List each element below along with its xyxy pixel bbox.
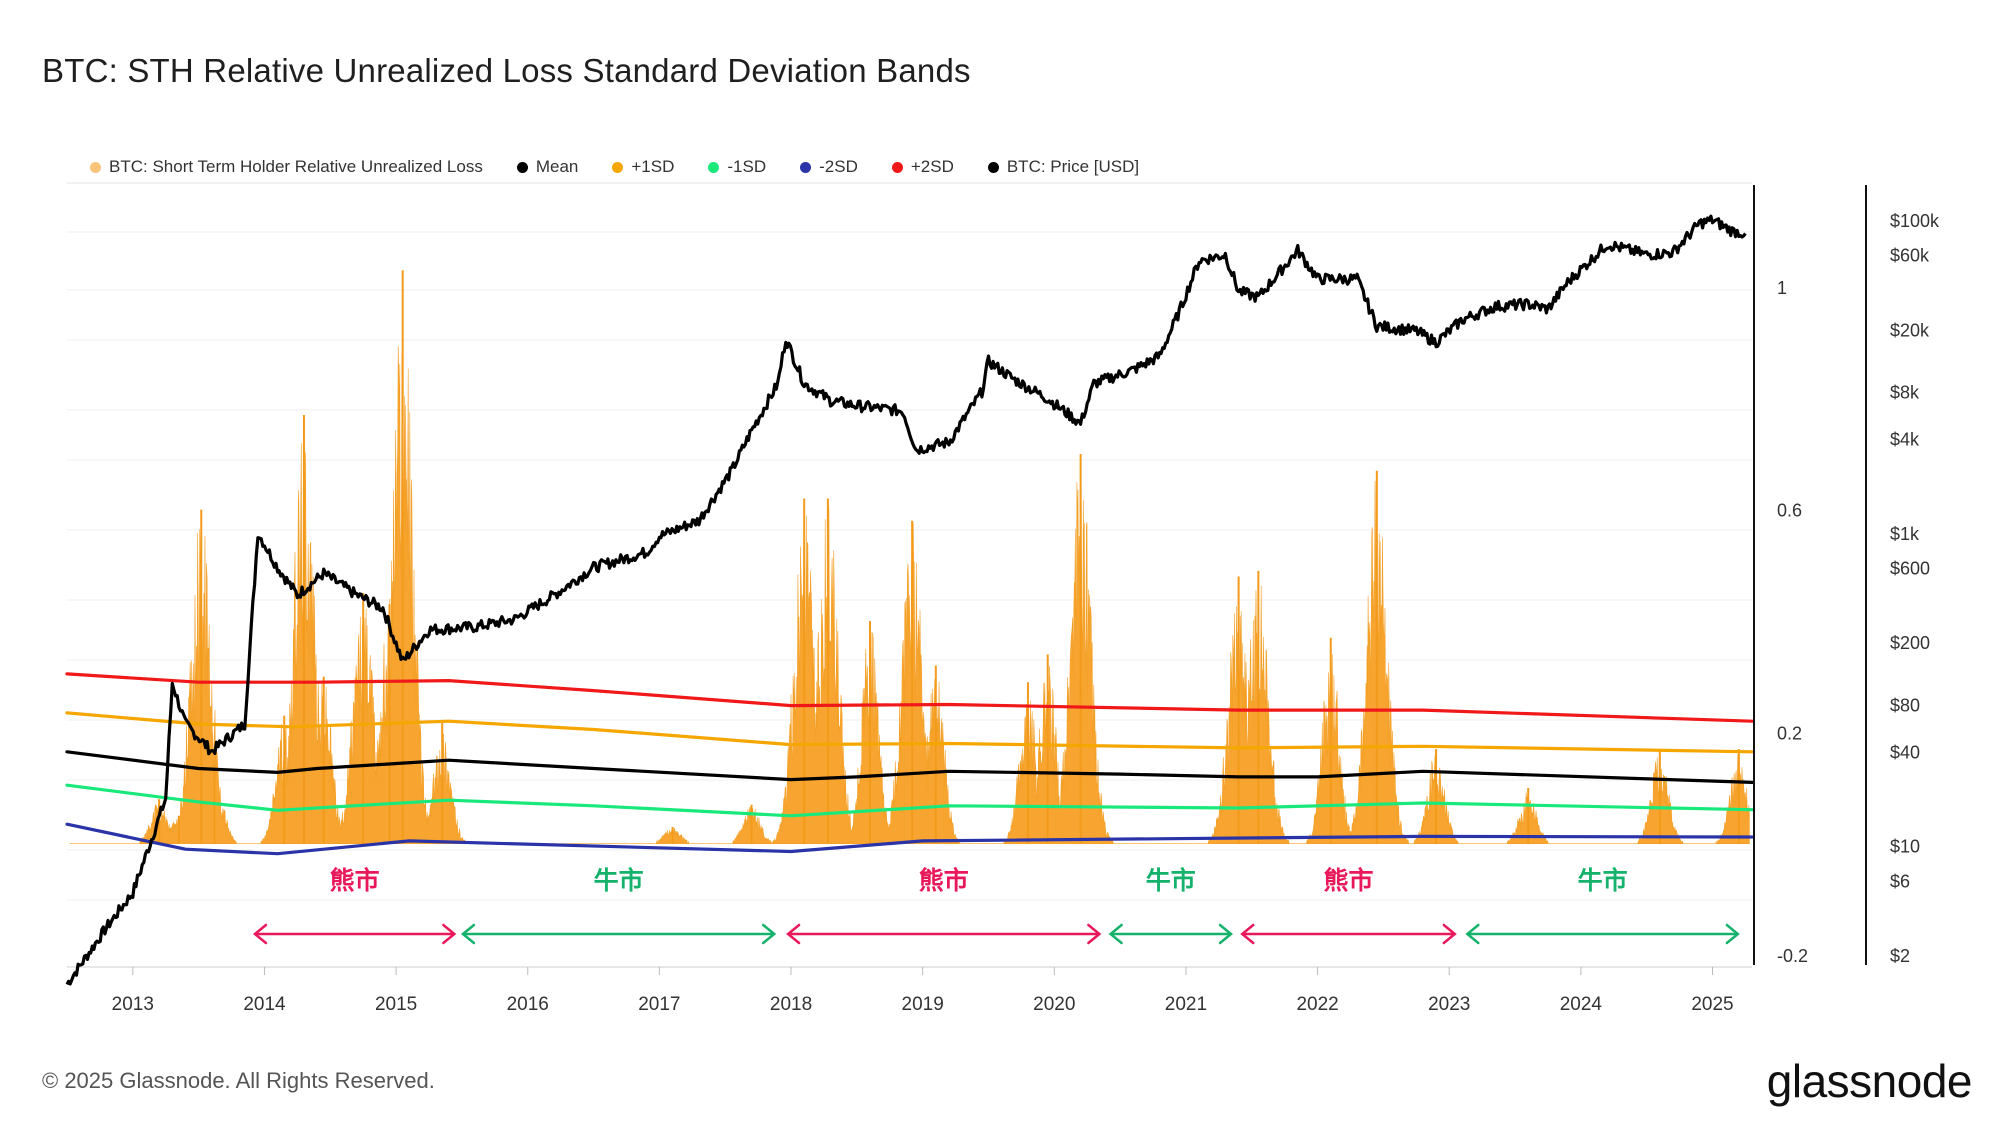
regime-label: 熊市 <box>330 866 380 895</box>
arrow-left-icon <box>786 923 801 945</box>
price-tick-label: $8k <box>1890 383 1920 403</box>
sd-bands <box>65 672 1754 856</box>
regime-annotation: 熊市 <box>1240 866 1457 945</box>
legend-item[interactable]: BTC: Short Term Holder Relative Unrealiz… <box>90 157 483 177</box>
price-tick-label: $6 <box>1890 871 1910 891</box>
year-tick-label: 2013 <box>112 994 154 1015</box>
year-tick-label: 2015 <box>375 994 417 1015</box>
legend-dot-icon <box>708 161 720 173</box>
legend-dot-icon <box>516 161 528 173</box>
-2sd-line <box>65 672 1754 723</box>
loss-area <box>69 270 1750 844</box>
legend-label: BTC: Price [USD] <box>1006 157 1140 176</box>
legend-item[interactable]: -1SD <box>708 157 766 177</box>
legend-dot-icon <box>90 161 101 173</box>
legend-label: -2SD <box>819 157 858 176</box>
-1sd-line <box>65 783 1754 818</box>
price-tick-label: $20k <box>1890 320 1930 340</box>
value-tick-label: 0.2 <box>1777 723 1802 743</box>
value-tick-label: 0.6 <box>1777 501 1802 521</box>
legend-dot-icon <box>612 161 624 173</box>
arrow-right-icon <box>761 923 777 945</box>
legend-item[interactable]: Mean <box>516 157 579 177</box>
price-line <box>65 214 1747 986</box>
axes: 1 0.6 0.2 -0.2 $100k $60k $20k $8k $4k $1k $600 $20… <box>112 185 1940 1015</box>
year-tick-label: 2025 <box>1691 994 1733 1015</box>
arrow-left-icon <box>1240 923 1255 945</box>
-2sd-line <box>65 822 1754 856</box>
regime-annotation: 牛市 <box>460 866 777 945</box>
price-tick-label: $100k <box>1890 211 1940 231</box>
arrow-right-icon <box>1725 923 1740 945</box>
btc-price-line <box>65 214 1747 986</box>
arrow-left-icon <box>1465 923 1480 945</box>
copyright-text: © 2025 Glassnode. All Rights Reserved. <box>42 1068 435 1093</box>
year-tick-label: 2023 <box>1428 994 1470 1015</box>
chart-canvas: 1 0.6 0.2 -0.2 $100k $60k $20k $8k $4k $1k $600 $20… <box>65 182 1940 1015</box>
legend-item[interactable]: +2SD <box>891 157 954 177</box>
price-tick-label: $600 <box>1890 559 1930 579</box>
year-tick-label: 2014 <box>243 994 286 1015</box>
arrow-right-icon <box>1218 923 1233 945</box>
legend-label: +2SD <box>910 157 954 176</box>
legend-item[interactable]: BTC: Price [USD] <box>987 157 1140 177</box>
legend-label: BTC: Short Term Holder Relative Unrealiz… <box>109 157 483 176</box>
legend-label: Mean <box>535 157 579 176</box>
regime-label: 牛市 <box>1578 866 1628 895</box>
arrow-left-icon <box>252 923 268 945</box>
price-tick-label: $1k <box>1890 524 1920 544</box>
legend-item[interactable]: -2SD <box>800 157 858 177</box>
legend-dot-icon <box>800 161 812 173</box>
price-tick-label: $2 <box>1890 946 1910 966</box>
price-tick-label: $10 <box>1890 837 1920 857</box>
arrow-right-icon <box>442 923 457 945</box>
arrow-left-icon <box>1108 923 1123 945</box>
chart-title: BTC: STH Relative Unrealized Loss Standa… <box>42 52 971 89</box>
legend-item[interactable]: +1SD <box>612 157 674 177</box>
regime-annotations: 熊市 牛市 熊市 牛市 熊市 牛市 <box>252 866 1740 945</box>
regime-annotation: 熊市 <box>786 866 1102 945</box>
mean-line <box>65 750 1754 784</box>
year-tick-label: 2024 <box>1560 994 1603 1015</box>
arrow-right-icon <box>1087 923 1102 945</box>
arrow-left-icon <box>460 923 476 945</box>
regime-label: 熊市 <box>919 866 969 895</box>
legend-label: +1SD <box>631 157 675 176</box>
price-tick-label: $60k <box>1890 246 1930 266</box>
price-tick-label: $80 <box>1890 695 1920 715</box>
year-tick-label: 2022 <box>1296 994 1338 1015</box>
legend-label: -1SD <box>727 157 767 176</box>
regime-annotation: 牛市 <box>1465 866 1740 945</box>
year-tick-label: 2021 <box>1165 994 1207 1015</box>
legend-dot-icon <box>987 161 999 173</box>
regime-annotation: 熊市 <box>252 866 457 945</box>
value-tick-label: -0.2 <box>1777 946 1808 966</box>
glassnode-logo: glassnode <box>1766 1055 1973 1107</box>
legend-dot-icon <box>891 161 903 173</box>
price-tick-label: $40 <box>1890 742 1920 762</box>
price-tick-label: $200 <box>1890 633 1930 653</box>
regime-label: 牛市 <box>1146 866 1196 895</box>
year-tick-label: 2020 <box>1033 994 1075 1015</box>
arrow-right-icon <box>1442 923 1457 945</box>
value-tick-label: 1 <box>1777 278 1787 298</box>
regime-label: 牛市 <box>594 866 644 895</box>
year-tick-label: 2018 <box>770 994 812 1015</box>
regime-label: 熊市 <box>1324 866 1374 895</box>
chart-legend: BTC: Short Term Holder Relative Unrealiz… <box>90 157 1173 177</box>
year-tick-label: 2019 <box>902 994 944 1015</box>
year-tick-label: 2017 <box>638 994 680 1015</box>
sth-relative-unrealized-loss-area <box>69 346 1750 844</box>
year-tick-label: 2016 <box>507 994 549 1015</box>
regime-annotation: 牛市 <box>1108 866 1233 945</box>
price-tick-label: $4k <box>1890 430 1920 450</box>
